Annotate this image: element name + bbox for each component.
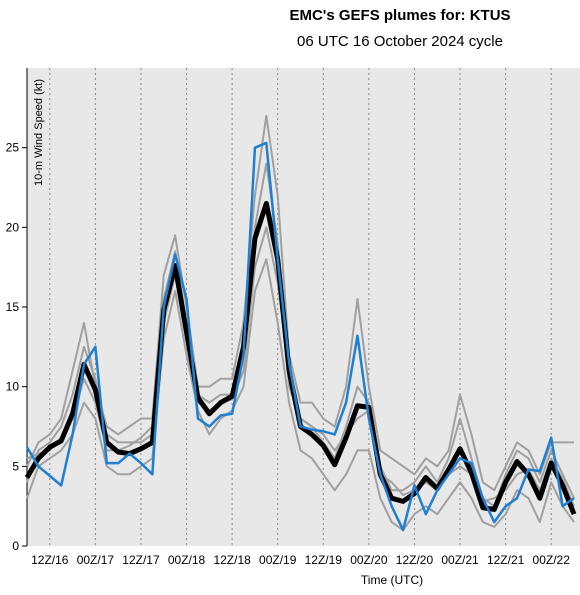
x-tick-label: 00Z/21 xyxy=(441,553,479,567)
series-line xyxy=(26,114,574,492)
series-line xyxy=(26,258,575,532)
x-tick-label: 12Z/17 xyxy=(122,553,160,567)
x-tick-label: 00Z/20 xyxy=(350,553,388,567)
y-tick-label: 10 xyxy=(6,380,20,394)
x-tick-label: 00Z/19 xyxy=(259,553,297,567)
x-tick-label: 00Z/17 xyxy=(77,553,115,567)
y-tick-label: 25 xyxy=(6,141,20,155)
y-tick-label: 5 xyxy=(12,459,19,473)
chart-title: EMC's GEFS plumes for: KTUS xyxy=(289,7,510,24)
plot-background xyxy=(27,68,580,546)
x-tick-label: 12Z/16 xyxy=(31,553,69,567)
x-tick-label: 12Z/19 xyxy=(305,553,343,567)
x-tick-label: 00Z/18 xyxy=(168,553,206,567)
x-axis-label: Time (UTC) xyxy=(361,573,423,587)
y-tick-label: 15 xyxy=(6,300,20,314)
series-line xyxy=(25,141,575,532)
x-tick-label: 12Z/18 xyxy=(213,553,251,567)
x-tick-label: 00Z/22 xyxy=(533,553,571,567)
y-axis-label: 10-m Wind Speed (kt) xyxy=(33,79,45,186)
y-tick-label: 20 xyxy=(6,220,20,234)
y-tick-label: 0 xyxy=(12,539,19,553)
x-tick-label: 12Z/20 xyxy=(396,553,434,567)
x-tick-label: 12Z/21 xyxy=(487,553,525,567)
chart-subtitle: 06 UTC 16 October 2024 cycle xyxy=(297,33,503,50)
